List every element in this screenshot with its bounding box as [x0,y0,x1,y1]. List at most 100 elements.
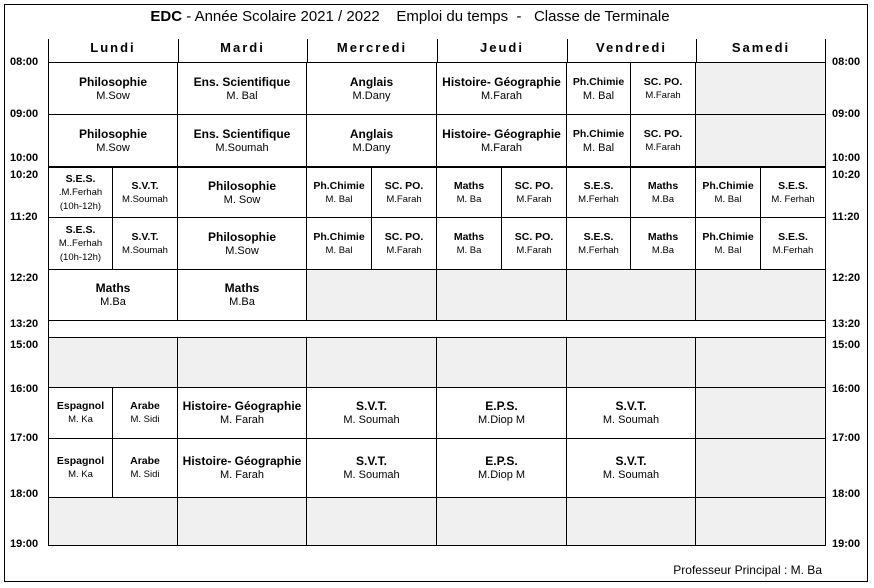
teacher-name: M. Ba [456,193,482,205]
teacher-name: M. Soumah [343,414,400,426]
empty-slot [696,439,826,498]
subject-name: SC. PO. [384,179,424,192]
subject-name: S.E.S. [583,230,614,243]
subject-name: Maths [647,230,679,243]
teacher-name: M.Soumah [122,244,168,256]
empty-slot [307,270,437,321]
subject-name: Ens. Scientifique [193,74,291,89]
teacher-name: M. Bal [582,89,615,102]
slot-cell: Ph.Chimie M. Bal [567,115,631,167]
teacher-name: M.Farah [386,244,422,256]
teacher-name: M. Soumah [602,414,660,426]
teacher-name: M.Ferhah [578,244,619,256]
school-name: EDC [150,8,183,25]
subject-name: Espagnol [56,400,105,412]
teacher-name: M.Ba [651,244,675,256]
time-label: 10:00 [832,152,861,164]
subject-name: Ph.Chimie [572,75,625,88]
subject-name: Maths [453,230,485,243]
subject-name: S.E.S. [65,223,96,236]
subject-name: Maths [647,179,679,192]
time-label: 12:20 [832,272,861,284]
day-header-vendredi: Vendredi [596,40,667,55]
empty-slot [178,338,307,388]
slot-cell: Maths M.Ba [631,218,696,270]
teacher-name: M..Ferhah [58,237,103,249]
time-label: 09:00 [832,108,861,120]
footer-principal: Professeur Principal : M. Ba [673,563,822,577]
subject-name: S.V.T. [615,399,647,413]
slot-cell: SC. PO. M.Farah [372,218,437,270]
time-label: 08:00 [10,56,39,68]
subject-name: SC. PO. [643,75,683,88]
time-label: 13:20 [10,318,39,330]
empty-slot [49,338,178,388]
subject-name: Maths [95,281,131,295]
day-header-mardi: Mardi [220,40,265,55]
day-header-jeudi: Jeudi [480,40,524,55]
slot-cell: SC. PO. M.Farah [502,218,567,270]
time-label: 10:20 [10,169,39,181]
subject-name: Philosophie [78,126,147,141]
teacher-name: M.Farah [481,89,522,102]
slot-cell: Maths M. Ba [437,218,502,270]
slot-cell: Histoire- Géographie M.Farah [437,115,567,167]
subject-name: SC. PO. [514,179,554,192]
time-label: 10:20 [832,169,861,181]
subject-name: Espagnol [56,455,105,467]
day-header-samedi: Samedi [731,40,791,55]
subject-name: S.E.S. [778,179,808,192]
header-divider [307,39,308,62]
slot-cell: S.E.S. M.Ferhah [567,168,631,218]
teacher-name: M.Ba [229,296,255,308]
slot-cell: Anglais M.Dany [307,115,437,167]
slot-cell: Maths M.Ba [178,270,307,321]
teacher-name: M.Ba [651,193,675,205]
teacher-name: M. Bal [714,244,742,256]
subject-name: Philosophie [207,178,276,193]
empty-slot [567,270,696,321]
teacher-name: M. Sow [223,193,261,206]
time-label: 12:20 [10,272,39,284]
teacher-name: M.Dany [352,89,391,102]
subject-name: Maths [453,179,485,192]
header-divider [696,39,697,62]
subject-name: Philosophie [207,229,276,244]
slot-cell: E.P.S. M.Diop M [437,388,567,439]
slot-cell: Espagnol M. Ka [49,388,113,439]
slot-cell: SC. PO. M.Farah [372,168,437,218]
time-label: 09:00 [10,108,39,120]
slot-cell: Ph.Chimie M. Bal [307,168,372,218]
header-divider [437,39,438,62]
empty-slot [49,498,178,546]
slot-cell: S.E.S. M.Ferhah [761,218,826,270]
subject-name: Histoire- Géographie [442,126,561,141]
slot-cell: Ph.Chimie M. Bal [696,218,761,270]
subject-name: SC. PO. [643,127,683,140]
subject-name: Ph.Chimie [313,179,365,192]
slot-cell: Ph.Chimie M. Bal [307,218,372,270]
empty-slot [437,498,567,546]
teacher-name: M. Sidi [130,414,160,425]
empty-slot [437,270,567,321]
grid-left-border [48,39,49,546]
teacher-name: M.Farah [386,193,422,205]
slot-cell: Ens. Scientifique M.Soumah [178,115,307,167]
teacher-name: M.Farah [481,141,522,154]
slot-cell: Arabe M. Sidi [113,439,178,498]
time-label: 18:00 [832,488,861,500]
slot-cell: Histoire- Géographie M.Farah [437,63,567,115]
teacher-name: M. Ba [456,244,482,256]
page-frame [4,4,868,582]
slot-cell: SC. PO. M.Farah [631,63,696,115]
day-header-lundi: Lundi [90,40,136,55]
teacher-name: M.Diop M [477,469,526,481]
slot-cell: S.V.T. M.Soumah [113,168,178,218]
empty-slot [696,63,826,115]
teacher-name: M. Soumah [602,469,660,481]
teacher-name: M.Sow [96,89,130,102]
subject-name: Maths [224,281,260,295]
empty-slot [307,338,437,388]
teacher-name: M.Dany [352,141,391,154]
slot-cell: Philosophie M.Sow [49,63,178,115]
